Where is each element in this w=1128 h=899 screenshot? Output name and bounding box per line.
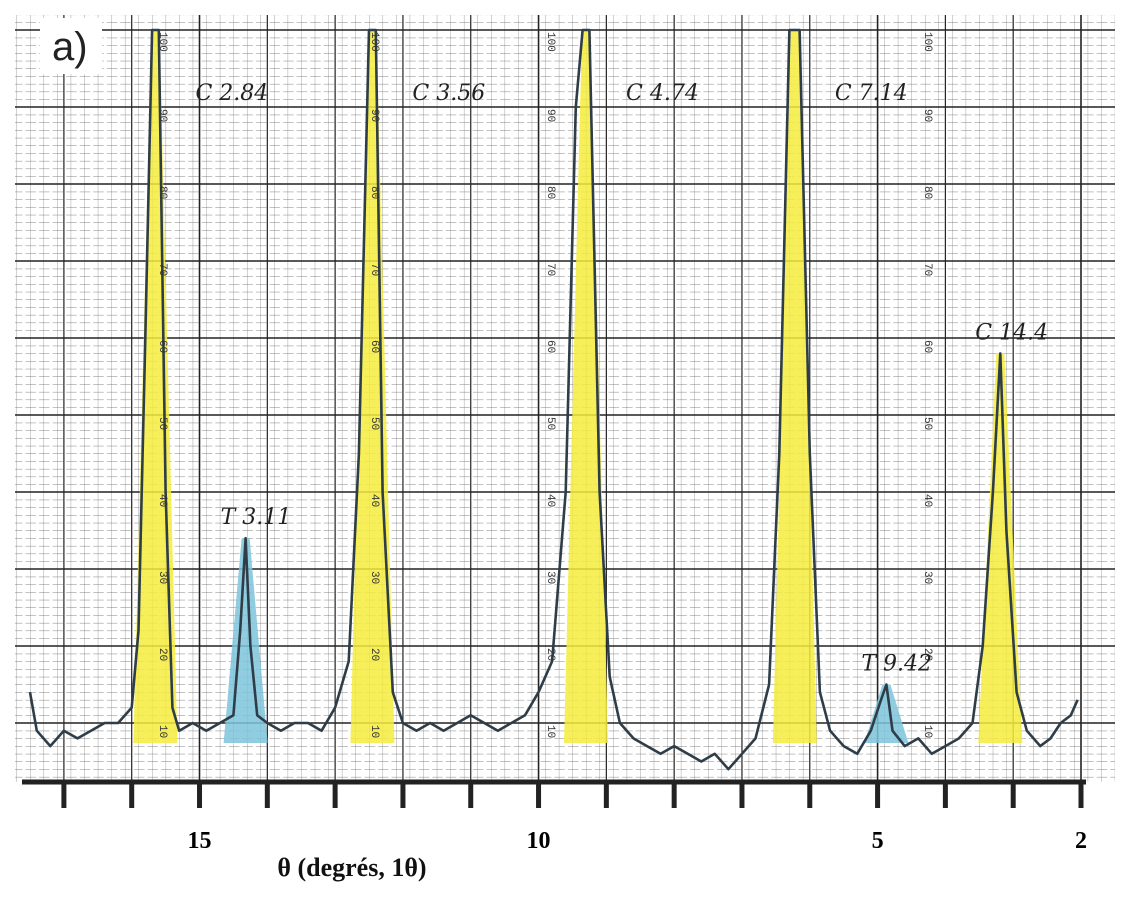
y-tick-label: 40 (368, 494, 380, 507)
y-tick-label: 30 (156, 571, 168, 584)
x-tick-label: 5 (872, 828, 884, 854)
y-tick-label: 60 (156, 340, 168, 353)
peak-area (350, 30, 395, 743)
peak-area (564, 30, 609, 743)
panel-label-bg (40, 18, 102, 74)
y-tick-label: 100 (156, 32, 168, 52)
y-tick-label: 10 (156, 725, 168, 738)
y-tick-label: 80 (921, 186, 933, 199)
y-tick-label: 70 (156, 263, 168, 276)
y-tick-label: 30 (921, 571, 933, 584)
x-tick-label: 10 (527, 828, 551, 854)
peak-label: T 9.42 (861, 652, 932, 677)
y-tick-label: 20 (156, 648, 168, 661)
y-tick-label: 70 (921, 263, 933, 276)
y-tick-label: 50 (921, 417, 933, 430)
y-tick-label: 60 (921, 340, 933, 353)
y-tick-label: 90 (368, 109, 380, 122)
y-tick-label: 80 (368, 186, 380, 199)
y-tick-label: 20 (368, 648, 380, 661)
peak-shading (133, 30, 1023, 743)
y-tick-label: 30 (368, 571, 380, 584)
peak-area (864, 684, 909, 743)
y-tick-label: 100 (368, 32, 380, 52)
y-tick-label: 80 (156, 186, 168, 199)
y-tick-label: 40 (156, 494, 168, 507)
peak-label: C 14.4 (975, 320, 1048, 345)
y-tick-label: 40 (921, 494, 933, 507)
y-tick-label: 60 (544, 340, 556, 353)
peak-area (772, 30, 817, 743)
y-tick-label: 100 (544, 32, 556, 52)
y-tick-label: 50 (544, 417, 556, 430)
y-tick-label: 90 (921, 109, 933, 122)
peak-label: C 2.84 (195, 81, 268, 106)
labels: 10 10 10 10 20 20 20 20 30 30 30 30 40 40 40 40 50 50 50 50… (156, 32, 1048, 738)
peak-label: C 7.14 (835, 81, 908, 106)
y-tick-label: 20 (544, 648, 556, 661)
panel-label: a) (52, 25, 88, 69)
y-tick-label: 70 (368, 263, 380, 276)
peak-label: C 4.74 (626, 81, 699, 106)
peak-label: C 3.56 (412, 81, 485, 106)
x-tick-label: 2 (1075, 828, 1087, 854)
y-tick-label: 80 (544, 186, 556, 199)
grid (15, 15, 1115, 782)
y-tick-label: 50 (368, 417, 380, 430)
y-tick-label: 10 (368, 725, 380, 738)
y-tick-label: 90 (156, 109, 168, 122)
chart-paper (15, 15, 1115, 782)
y-tick-label: 20 (921, 648, 933, 661)
trace (28, 28, 1079, 771)
y-tick-label: 30 (544, 571, 556, 584)
data-line (28, 28, 1079, 771)
y-tick-label: 90 (544, 109, 556, 122)
y-tick-label: 50 (156, 417, 168, 430)
y-tick-label: 10 (921, 725, 933, 738)
y-tick-label: 100 (921, 32, 933, 52)
peak-area (133, 30, 178, 743)
y-tick-label: 60 (368, 340, 380, 353)
peak-area (978, 353, 1023, 743)
y-tick-label: 10 (544, 725, 556, 738)
y-tick-label: 40 (544, 494, 556, 507)
peak-label: T 3.11 (221, 505, 292, 530)
x-tick-label: 15 (188, 828, 212, 854)
y-tick-label: 70 (544, 263, 556, 276)
x-axis-label: θ (degrés, 1θ) (277, 853, 426, 882)
